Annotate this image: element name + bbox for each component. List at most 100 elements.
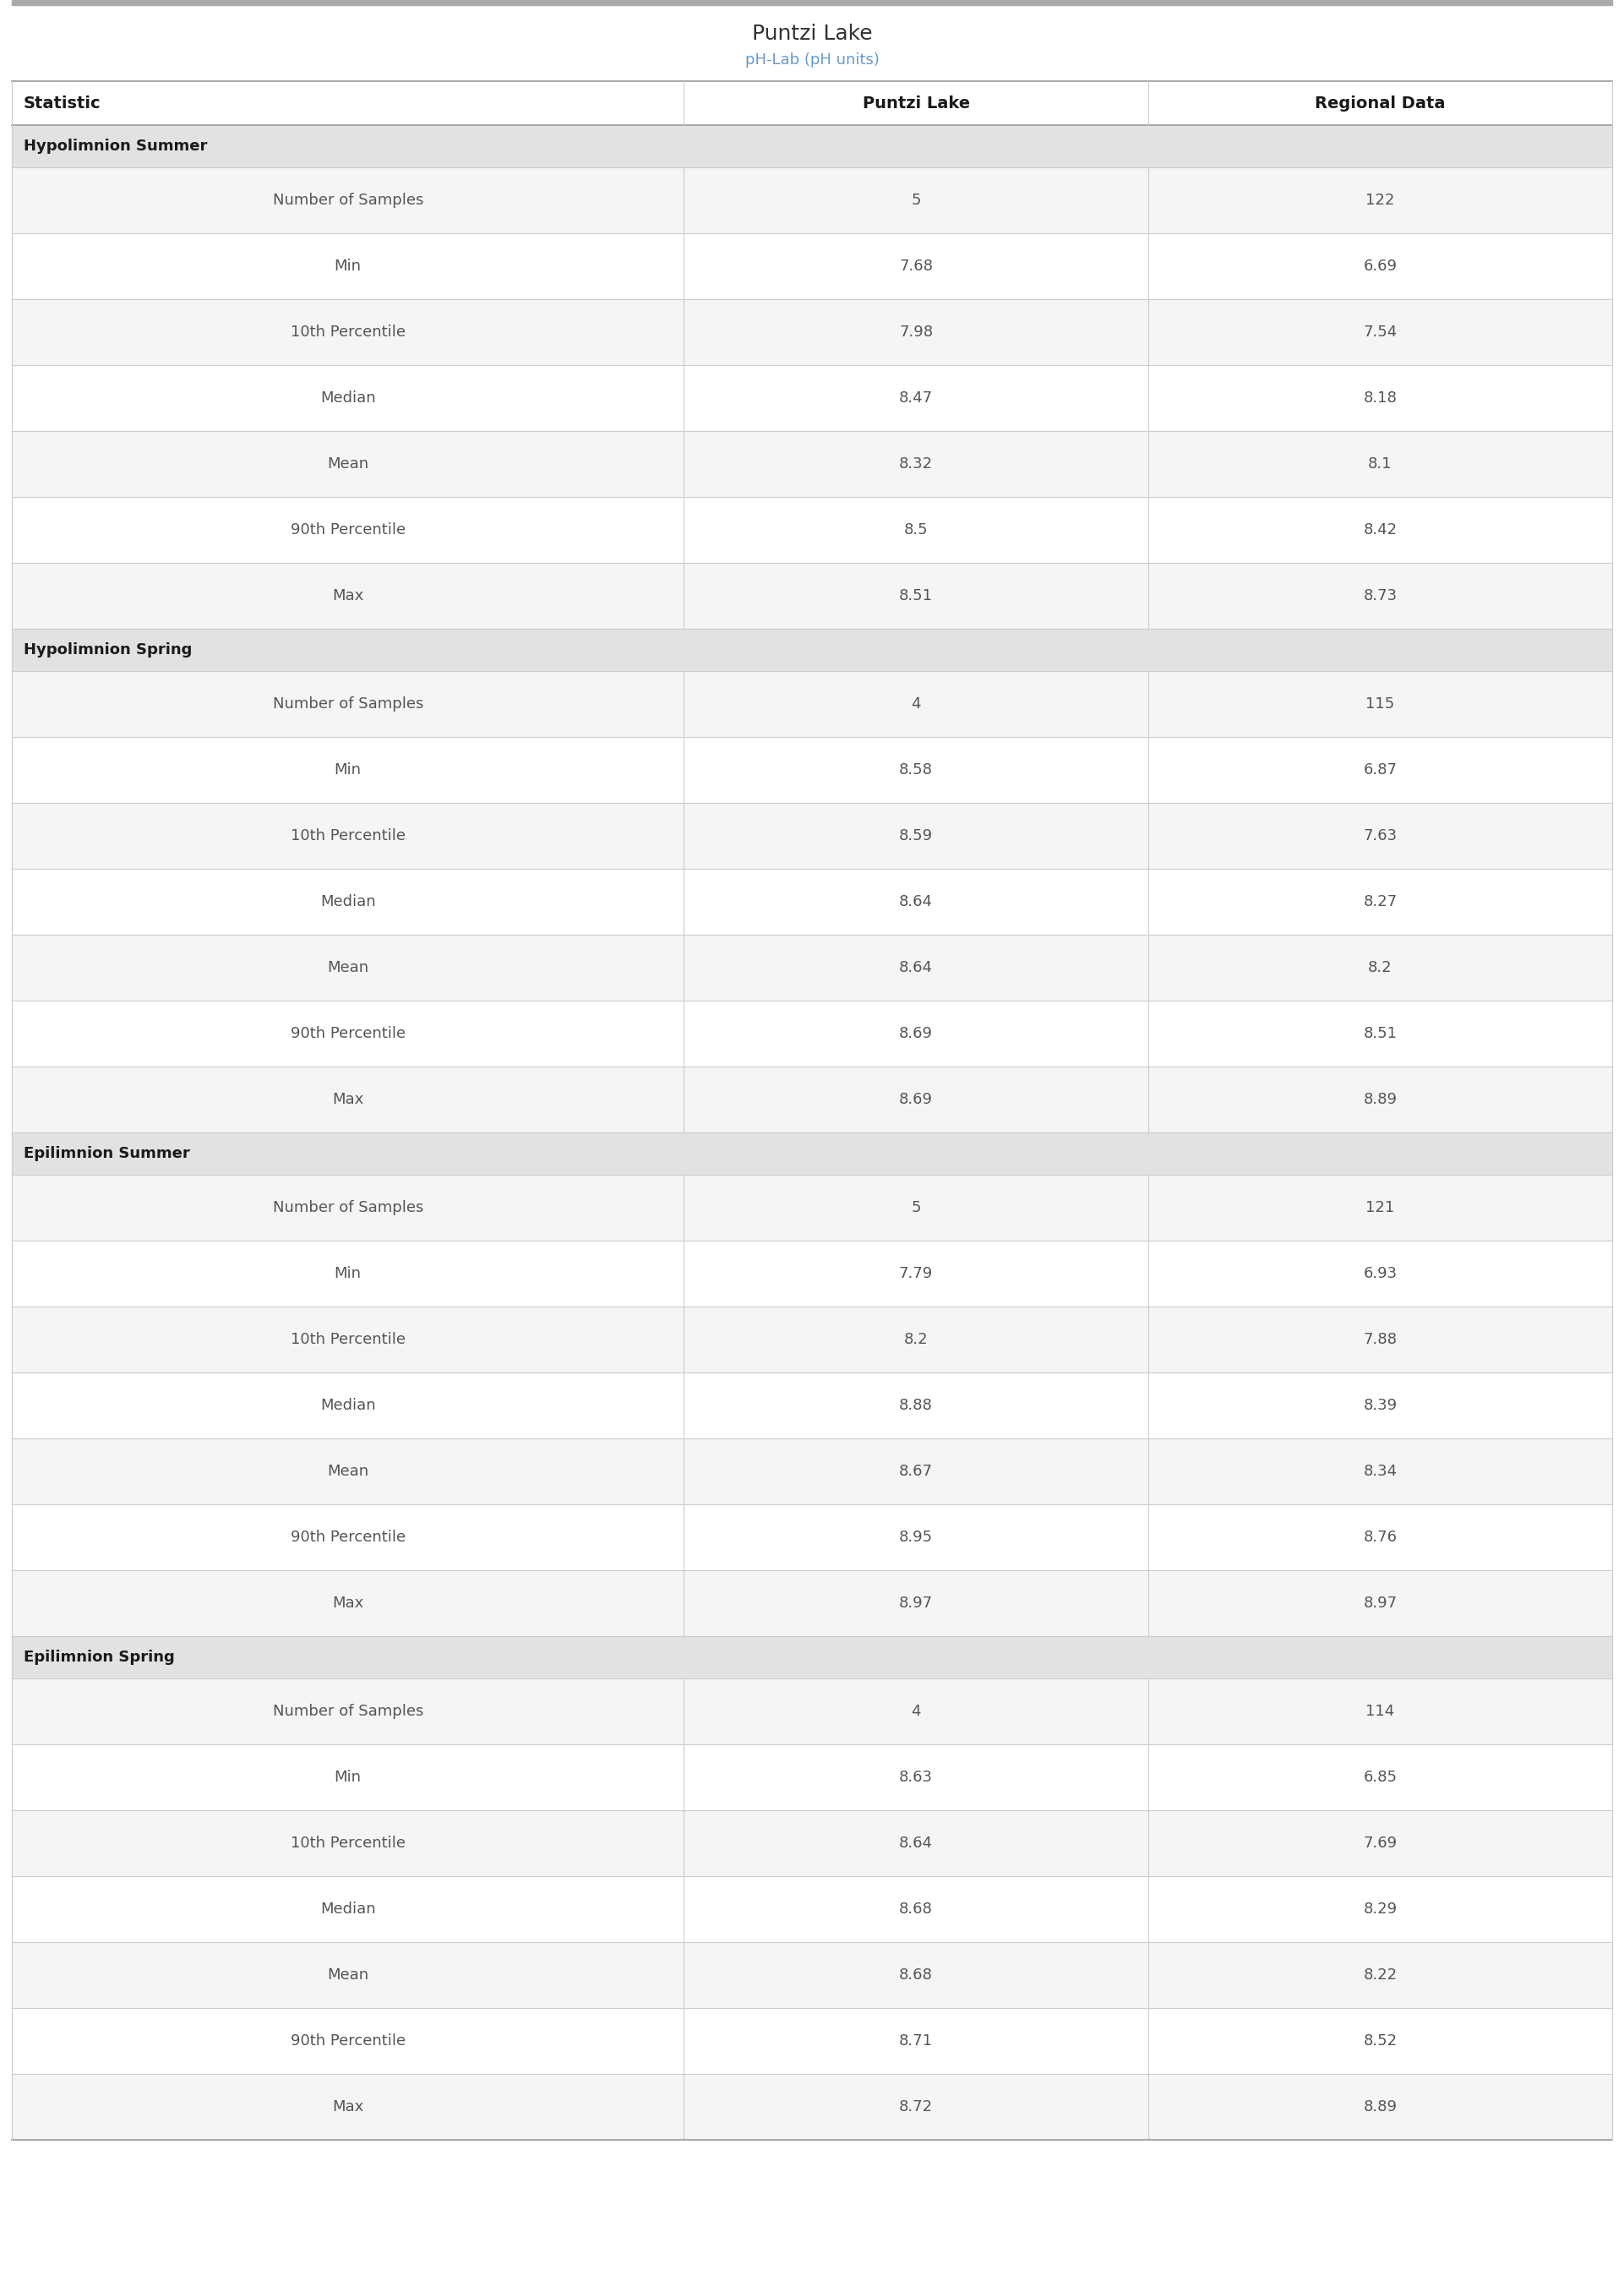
Bar — [11, 869, 1613, 935]
Text: 10th Percentile: 10th Percentile — [291, 1332, 406, 1346]
Text: Min: Min — [335, 763, 362, 779]
Text: 7.69: 7.69 — [1363, 1836, 1397, 1850]
Bar — [11, 2009, 1613, 2075]
Text: 6.69: 6.69 — [1363, 259, 1397, 275]
Text: 121: 121 — [1366, 1201, 1395, 1214]
Bar — [11, 1439, 1613, 1505]
Text: 114: 114 — [1366, 1705, 1395, 1718]
Bar — [11, 497, 1613, 563]
Text: 8.58: 8.58 — [900, 763, 932, 779]
Text: 8.68: 8.68 — [900, 1902, 932, 1916]
Text: 122: 122 — [1366, 193, 1395, 209]
Bar — [11, 1505, 1613, 1571]
Text: 5: 5 — [911, 193, 921, 209]
Text: Number of Samples: Number of Samples — [273, 1705, 424, 1718]
Text: 8.68: 8.68 — [900, 1968, 932, 1982]
Bar — [11, 1242, 1613, 1308]
Bar — [11, 5, 1613, 82]
Text: 5: 5 — [911, 1201, 921, 1214]
Text: Puntzi Lake: Puntzi Lake — [752, 23, 872, 43]
Text: Median: Median — [320, 1398, 375, 1412]
Bar — [11, 1174, 1613, 1242]
Text: Number of Samples: Number of Samples — [273, 193, 424, 209]
Text: Hypolimnion Spring: Hypolimnion Spring — [24, 642, 192, 658]
Text: Median: Median — [320, 1902, 375, 1916]
Text: Max: Max — [333, 1092, 364, 1108]
Text: 8.95: 8.95 — [900, 1530, 932, 1546]
Text: 8.34: 8.34 — [1363, 1464, 1397, 1480]
Text: 8.67: 8.67 — [900, 1464, 932, 1480]
Bar — [11, 1877, 1613, 1943]
Text: Epilimnion Summer: Epilimnion Summer — [24, 1146, 190, 1162]
Text: 8.27: 8.27 — [1363, 894, 1397, 910]
Bar — [11, 1001, 1613, 1067]
Text: 8.69: 8.69 — [900, 1092, 932, 1108]
Bar — [11, 1133, 1613, 1174]
Text: Mean: Mean — [326, 1968, 369, 1982]
Text: Epilimnion Spring: Epilimnion Spring — [24, 1650, 175, 1664]
Text: Max: Max — [333, 2100, 364, 2113]
Text: 8.52: 8.52 — [1363, 2034, 1397, 2048]
Text: 115: 115 — [1366, 697, 1395, 711]
Text: 90th Percentile: 90th Percentile — [291, 1530, 406, 1546]
Text: Min: Min — [335, 1267, 362, 1280]
Bar — [11, 738, 1613, 804]
Text: 8.97: 8.97 — [900, 1596, 932, 1612]
Bar — [11, 1571, 1613, 1637]
Bar — [11, 82, 1613, 125]
Text: 90th Percentile: 90th Percentile — [291, 522, 406, 538]
Text: 8.72: 8.72 — [900, 2100, 932, 2113]
Text: 8.32: 8.32 — [900, 456, 932, 472]
Text: Puntzi Lake: Puntzi Lake — [862, 95, 970, 111]
Bar — [11, 431, 1613, 497]
Text: 8.1: 8.1 — [1367, 456, 1392, 472]
Bar — [11, 804, 1613, 869]
Text: 8.47: 8.47 — [900, 390, 932, 406]
Bar — [11, 1308, 1613, 1373]
Text: 7.68: 7.68 — [900, 259, 932, 275]
Bar — [11, 935, 1613, 1001]
Bar — [11, 563, 1613, 629]
Text: 8.2: 8.2 — [1367, 960, 1392, 976]
Text: 8.64: 8.64 — [900, 1836, 932, 1850]
Bar — [11, 1678, 1613, 1743]
Text: 8.97: 8.97 — [1363, 1596, 1397, 1612]
Text: 8.59: 8.59 — [900, 829, 932, 844]
Text: 8.5: 8.5 — [905, 522, 927, 538]
Text: 8.51: 8.51 — [900, 588, 932, 604]
Text: Number of Samples: Number of Samples — [273, 1201, 424, 1214]
Text: Statistic: Statistic — [24, 95, 101, 111]
Text: 90th Percentile: 90th Percentile — [291, 1026, 406, 1042]
Text: pH-Lab (pH units): pH-Lab (pH units) — [745, 52, 879, 68]
Text: 4: 4 — [911, 697, 921, 711]
Text: 8.22: 8.22 — [1363, 1968, 1397, 1982]
Bar — [11, 1943, 1613, 2009]
Text: 8.71: 8.71 — [900, 2034, 932, 2048]
Text: Regional Data: Regional Data — [1315, 95, 1445, 111]
Bar — [11, 168, 1613, 234]
Bar — [11, 0, 1613, 5]
Text: 8.73: 8.73 — [1363, 588, 1397, 604]
Text: 10th Percentile: 10th Percentile — [291, 1836, 406, 1850]
Text: 7.88: 7.88 — [1363, 1332, 1397, 1346]
Text: 8.64: 8.64 — [900, 894, 932, 910]
Text: 8.29: 8.29 — [1363, 1902, 1397, 1916]
Text: Max: Max — [333, 1596, 364, 1612]
Bar — [11, 629, 1613, 672]
Bar — [11, 365, 1613, 431]
Text: Hypolimnion Summer: Hypolimnion Summer — [24, 138, 208, 154]
Text: Min: Min — [335, 1771, 362, 1784]
Text: Min: Min — [335, 259, 362, 275]
Text: 7.79: 7.79 — [900, 1267, 934, 1280]
Bar — [11, 1067, 1613, 1133]
Text: 8.88: 8.88 — [900, 1398, 932, 1412]
Text: Number of Samples: Number of Samples — [273, 697, 424, 711]
Text: 10th Percentile: 10th Percentile — [291, 829, 406, 844]
Text: 8.51: 8.51 — [1363, 1026, 1397, 1042]
Text: 8.2: 8.2 — [905, 1332, 927, 1346]
Bar — [11, 234, 1613, 300]
Text: Mean: Mean — [326, 960, 369, 976]
Text: 4: 4 — [911, 1705, 921, 1718]
Text: Mean: Mean — [326, 1464, 369, 1480]
Text: 8.89: 8.89 — [1363, 1092, 1397, 1108]
